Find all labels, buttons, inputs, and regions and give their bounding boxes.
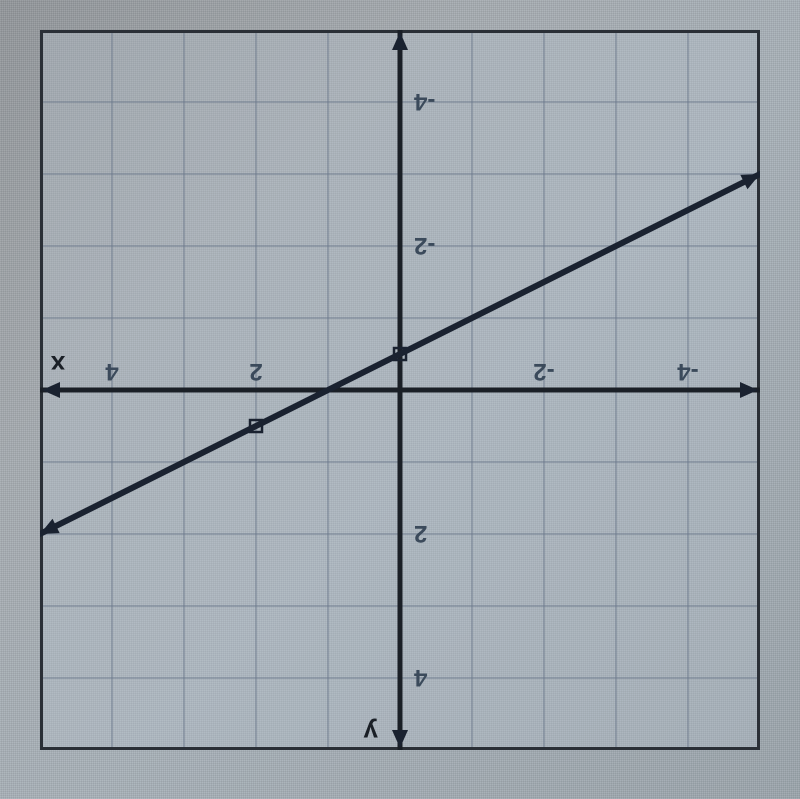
y-tick-label: -2 xyxy=(414,232,435,259)
y-tick-label: 2 xyxy=(414,520,427,547)
y-tick-label: -4 xyxy=(413,88,435,115)
screenshot-stage: -4 -4 -2 -2 2 2 4 4 x y xyxy=(0,0,800,799)
x-tick-label: -2 xyxy=(533,358,554,385)
coordinate-plane: -4 -4 -2 -2 2 2 4 4 x y xyxy=(40,30,760,750)
y-axis-label: y xyxy=(363,718,378,748)
x-tick-label: 4 xyxy=(105,358,119,385)
chart-container: -4 -4 -2 -2 2 2 4 4 x y xyxy=(40,30,760,750)
x-tick-label: 2 xyxy=(249,358,262,385)
y-tick-label: 4 xyxy=(413,664,427,691)
x-axis-label: x xyxy=(50,350,65,380)
x-tick-label: -4 xyxy=(677,358,699,385)
